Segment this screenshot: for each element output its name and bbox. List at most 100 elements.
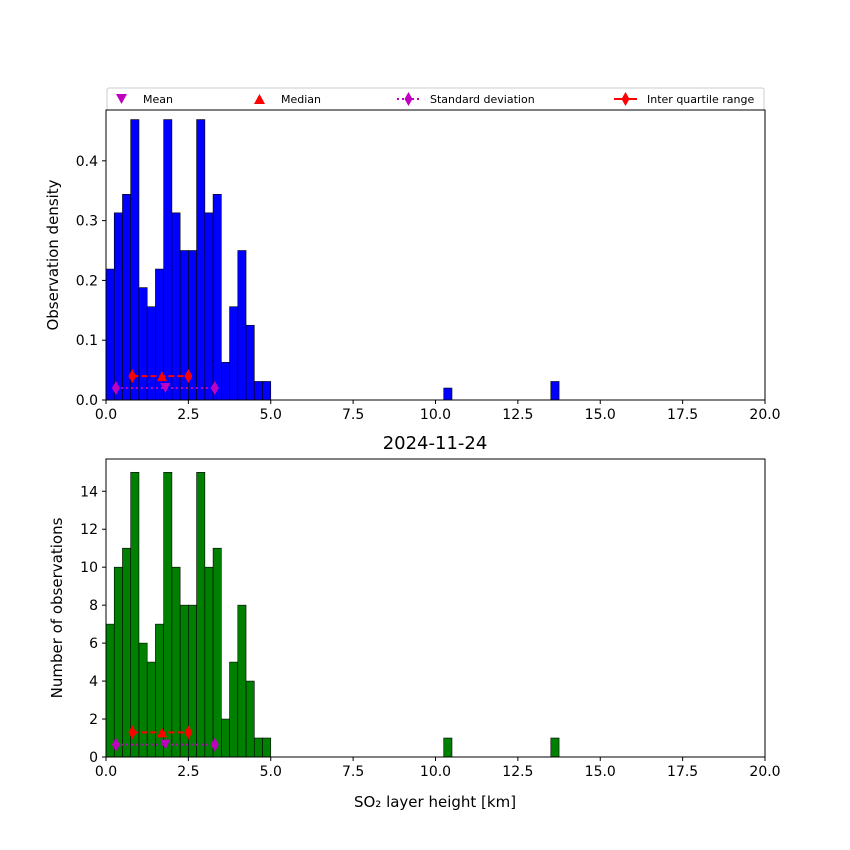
count-bar-5	[146, 661, 156, 758]
count-bar-12	[204, 566, 214, 758]
density-x-tick-label-2: 5.0	[260, 407, 282, 423]
count-y-axis-label: Number of observations	[48, 517, 66, 698]
density-bar-5	[146, 306, 156, 401]
density-bar-19	[262, 381, 272, 401]
count-chart-title: 2024-11-24	[383, 433, 488, 454]
density-bar-0	[105, 268, 115, 401]
density-bar-3	[130, 119, 140, 401]
count-x-tick-label-0: 0.0	[95, 764, 117, 780]
count-std-marker-0	[111, 737, 120, 752]
count-bar-15	[229, 661, 239, 758]
count-y-tick-label-6: 12	[80, 522, 98, 538]
density-y-tick-label-0: 0.0	[76, 393, 98, 409]
density-x-tick-label-5: 12.5	[502, 407, 533, 423]
density-x-tick-label-3: 7.5	[342, 407, 364, 423]
density-std-marker-1	[210, 381, 219, 396]
count-bar-20	[443, 737, 453, 758]
density-bar-18	[253, 381, 263, 401]
legend-label-std: Standard deviation	[430, 93, 535, 106]
count-median-marker	[157, 727, 168, 738]
count-x-tick-label-4: 10.0	[420, 764, 451, 780]
count-bar-8	[171, 566, 181, 758]
density-x-tick-label-6: 15.0	[585, 407, 616, 423]
count-y-tick-label-5: 10	[80, 560, 98, 576]
density-iqr-marker-1	[184, 369, 193, 384]
density-bar-7	[163, 119, 173, 401]
count-bar-16	[237, 604, 247, 758]
count-panel: 2024-11-24 0.0 2.5 5.0 7.5 10.0 12.5 15.0 17.5 2…	[48, 433, 781, 811]
count-y-tick-label-4: 8	[89, 598, 98, 614]
density-mean-marker	[160, 383, 171, 394]
density-x-tick-label-1: 2.5	[177, 407, 199, 423]
count-y-tick-label-7: 14	[80, 484, 98, 500]
count-x-tick-label-6: 15.0	[585, 764, 616, 780]
count-std-marker-1	[210, 737, 219, 752]
count-bar-17	[245, 680, 255, 758]
density-stat-markers	[111, 369, 219, 396]
legend-item-iqr: Inter quartile range	[614, 92, 754, 106]
count-x-axis-label: SO₂ layer height [km]	[354, 793, 516, 811]
density-bars	[105, 119, 560, 401]
density-std-marker-0	[111, 381, 120, 396]
legend-label-mean: Mean	[143, 93, 173, 106]
density-panel: 0.0 2.5 5.0 7.5 10.0 12.5 15.0 17.5 20.0 0.0 0.1 0…	[44, 109, 781, 423]
density-x-tick-label-8: 20.0	[749, 407, 780, 423]
density-bar-21	[550, 381, 560, 401]
count-bar-3	[130, 471, 140, 758]
density-y-tick-label-4: 0.4	[76, 154, 98, 170]
count-y-tick-label-0: 0	[89, 750, 98, 766]
count-y-tick-label-3: 6	[89, 636, 98, 652]
count-iqr-marker-0	[128, 725, 137, 740]
density-bar-11	[196, 119, 206, 401]
iqr-marker-icon	[621, 92, 630, 106]
count-y-tick-label-2: 4	[89, 674, 98, 690]
density-x-tick-label-7: 17.5	[667, 407, 698, 423]
density-bar-16	[237, 250, 247, 401]
density-bar-12	[204, 212, 214, 401]
density-x-tick-label-0: 0.0	[95, 407, 117, 423]
count-x-tick-label-2: 5.0	[260, 764, 282, 780]
density-x-tick-label-4: 10.0	[420, 407, 451, 423]
mean-marker-icon	[116, 94, 127, 104]
legend-item-mean: Mean	[116, 93, 173, 106]
count-bar-21	[550, 737, 560, 758]
density-bar-20	[443, 387, 453, 401]
count-iqr-marker-1	[184, 725, 193, 740]
legend-label-iqr: Inter quartile range	[647, 93, 754, 106]
density-y-axis-label: Observation density	[44, 179, 62, 330]
count-x-tick-label-1: 2.5	[177, 764, 199, 780]
count-bar-1	[113, 566, 123, 758]
count-bar-18	[253, 737, 263, 758]
count-x-tick-label-7: 17.5	[667, 764, 698, 780]
legend-item-median: Median	[254, 93, 321, 106]
density-bar-2	[122, 194, 132, 401]
density-median-marker	[157, 371, 168, 382]
legend-item-std: Standard deviation	[397, 92, 535, 106]
density-y-tick-label-3: 0.3	[76, 214, 98, 230]
count-x-ticks: 0.0 2.5 5.0 7.5 10.0 12.5 15.0 17.5 20.0	[95, 757, 781, 780]
density-bar-4	[138, 287, 148, 401]
count-bar-2	[122, 547, 132, 758]
count-x-tick-label-8: 20.0	[749, 764, 780, 780]
count-bar-14	[221, 718, 230, 758]
density-x-ticks: 0.0 2.5 5.0 7.5 10.0 12.5 15.0 17.5 20.0	[95, 400, 781, 423]
count-bar-0	[105, 623, 115, 758]
density-iqr-marker-0	[128, 369, 137, 384]
count-bar-4	[138, 642, 148, 758]
legend: Mean Median Standard deviation Inter qua…	[106, 87, 765, 111]
density-bar-13	[212, 194, 222, 401]
count-stat-markers	[111, 725, 219, 752]
density-bar-8	[171, 212, 181, 401]
density-bar-17	[245, 324, 255, 401]
count-bar-11	[196, 471, 206, 758]
density-y-tick-label-2: 0.2	[76, 273, 98, 289]
legend-label-median: Median	[281, 93, 321, 106]
density-y-tick-label-1: 0.1	[76, 333, 98, 349]
count-bar-7	[163, 471, 173, 758]
count-mean-marker	[160, 739, 171, 750]
count-x-tick-label-5: 12.5	[502, 764, 533, 780]
count-y-tick-label-1: 2	[89, 712, 98, 728]
std-marker-icon	[404, 92, 413, 106]
density-bar-1	[113, 212, 123, 401]
